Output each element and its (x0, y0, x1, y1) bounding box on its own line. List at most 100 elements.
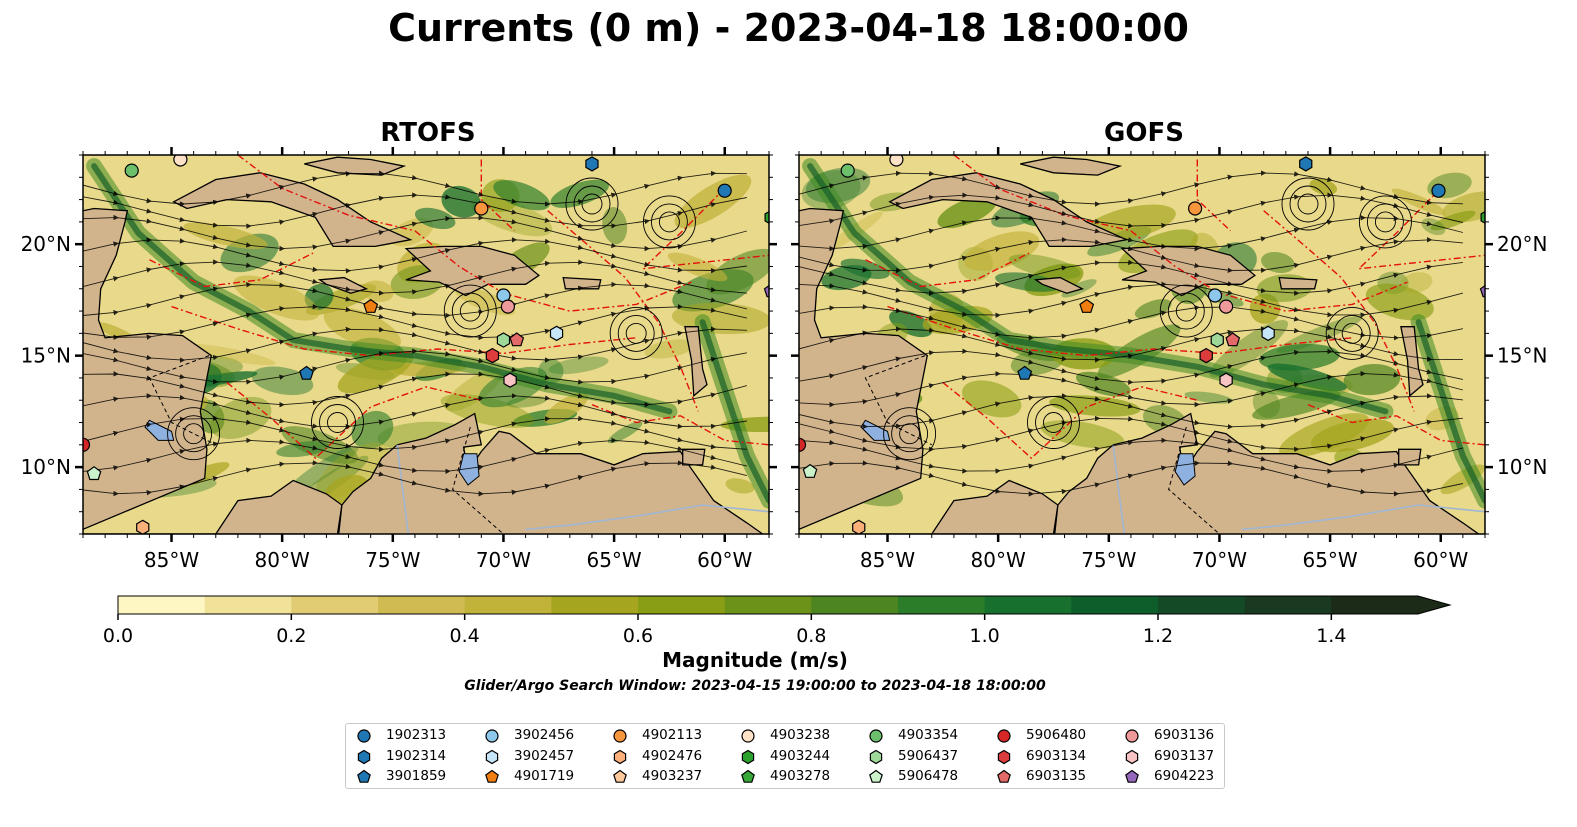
y-tick-label: 15°N (1497, 344, 1547, 368)
x-tick-label: 80°W (971, 548, 1026, 572)
colorbar-tick-label: 0.4 (450, 625, 480, 647)
legend-marker-shape (613, 769, 627, 783)
float-marker-6903137 (503, 372, 517, 388)
colorbar-level (1244, 596, 1332, 614)
colorbar-level (724, 596, 812, 614)
float-marker-1902313 (1431, 183, 1446, 198)
float-marker-6903135 (509, 332, 525, 347)
float-marker-3901859 (299, 365, 314, 380)
legend-label: 3902457 (514, 747, 575, 764)
legend-label: 5906437 (898, 747, 959, 764)
legend-marker-shape (741, 729, 755, 743)
eddy-streamline (1289, 185, 1327, 223)
landmass-puerto-rico (1278, 276, 1318, 290)
float-marker-6903135 (1225, 332, 1241, 347)
legend-marker-hexagon (741, 749, 755, 764)
x-tick-label: 60°W (1413, 548, 1468, 572)
float-marker-6904223 (763, 284, 769, 298)
colorbar-outline (117, 595, 1452, 615)
colorbar-level (1331, 596, 1419, 614)
legend-label: 6903137 (1154, 747, 1215, 764)
float-marker-1902314 (585, 156, 599, 172)
eddy-streamline (1167, 292, 1205, 330)
eddy-streamline (1374, 211, 1396, 233)
float-marker-1902313 (717, 183, 732, 198)
float-marker-4901719 (363, 298, 379, 313)
float-marker-5906437 (496, 332, 511, 348)
map-ticks: 85°W 80°W 75°W 70°W 65°W 60°W 10°N 15°N 20°N (791, 147, 1547, 572)
colorbar: 0.0 0.2 0.4 0.6 0.8 1.0 1.2 1.4 (103, 595, 1452, 647)
float-marker-4903238 (889, 155, 904, 167)
colorbar-tick-label: 1.2 (1143, 625, 1173, 647)
float-marker-1902314 (1299, 156, 1313, 172)
float-marker-4901719 (1079, 298, 1095, 313)
streamlines (799, 170, 1464, 497)
legend-marker-hexagon (1125, 749, 1139, 764)
colorbar-level (984, 596, 1072, 614)
map-frame (798, 154, 1486, 535)
eddy-streamline (451, 292, 489, 330)
y-tick-label: 15°N (21, 344, 71, 368)
legend-marker-shape (485, 749, 499, 764)
legend-label: 1902314 (386, 747, 447, 764)
eddy-streamline (1358, 195, 1412, 249)
eddy-streamline (1043, 412, 1064, 433)
river (1241, 504, 1485, 531)
float-marker-4903238 (173, 155, 188, 167)
legend-marker-circle (613, 729, 627, 743)
legend-marker-shape (869, 729, 883, 743)
legend-marker-hexagon (997, 749, 1011, 764)
legend-marker-circle (869, 729, 883, 743)
legend-label: 5906478 (898, 768, 959, 784)
legend-label: 4903238 (770, 727, 831, 743)
legend-marker-hexagon (613, 749, 627, 764)
colorbar-level (204, 596, 292, 614)
eddy-streamline (1159, 284, 1213, 338)
colorbar-level (551, 596, 639, 614)
legend-label: 3902456 (514, 727, 575, 743)
float-marker-4903244 (1480, 210, 1485, 224)
y-tick-label: 10°N (1497, 455, 1547, 479)
figure-title: Currents (0 m) - 2023-04-18 18:00:00 (388, 6, 1189, 50)
landmass-puerto-rico (562, 276, 602, 290)
x-tick-label: 75°W (365, 548, 420, 572)
float-marker-4903354 (124, 163, 139, 178)
float-legend: 1902313 1902314 3901859 3902456 3902457 49017… (345, 723, 1225, 789)
eddy-streamline (617, 314, 655, 352)
legend-marker-circle (741, 729, 755, 743)
float-marker-5906480 (799, 437, 807, 452)
eddy-streamline (891, 415, 929, 453)
eddy-streamline (1366, 203, 1404, 241)
eddy-streamline (573, 185, 611, 223)
float-marker-5906478 (86, 466, 102, 481)
float-marker-6903134 (485, 347, 500, 364)
colorbar-level (1071, 596, 1159, 614)
colorbar-level (638, 596, 726, 614)
legend-label: 6904223 (1154, 768, 1215, 784)
legend-marker-shape (1125, 769, 1139, 783)
legend-marker-shape (997, 749, 1011, 764)
colorbar-level (378, 596, 466, 614)
eddy-streamline (167, 407, 221, 461)
legend-marker-circle (357, 729, 371, 743)
colorbar-tick-label: 1.0 (970, 625, 1000, 647)
landmass-trinidad (682, 448, 706, 466)
legend-label: 6903134 (1026, 747, 1087, 764)
float-marker-6903134 (1199, 347, 1213, 364)
map-panel-gofs[interactable]: 85°W 80°W 75°W 70°W 65°W 60°W 10°N 15°N 20°N (767, 144, 1547, 572)
legend-marker-shape (613, 749, 627, 764)
legend-marker-shape (741, 769, 755, 783)
map-panel-rtofs[interactable]: 85°W 80°W 75°W 70°W 65°W 60°W 10°N 15°N 20°N (21, 144, 812, 572)
legend-marker-hexagon (485, 749, 499, 764)
map-ticks: 85°W 80°W 75°W 70°W 65°W 60°W 10°N 15°N 20°N (21, 147, 777, 572)
eddy-streamline (311, 396, 364, 449)
river (525, 504, 769, 531)
legend-marker-shape (869, 769, 883, 783)
eddy-streamline (609, 306, 663, 360)
float-marker-4902476 (852, 519, 866, 534)
legend-marker-shape (1125, 729, 1139, 743)
current-blob (706, 248, 769, 295)
eddy-streamline (650, 203, 688, 241)
streamline (83, 170, 747, 207)
float-marker-4902113 (1187, 201, 1203, 216)
